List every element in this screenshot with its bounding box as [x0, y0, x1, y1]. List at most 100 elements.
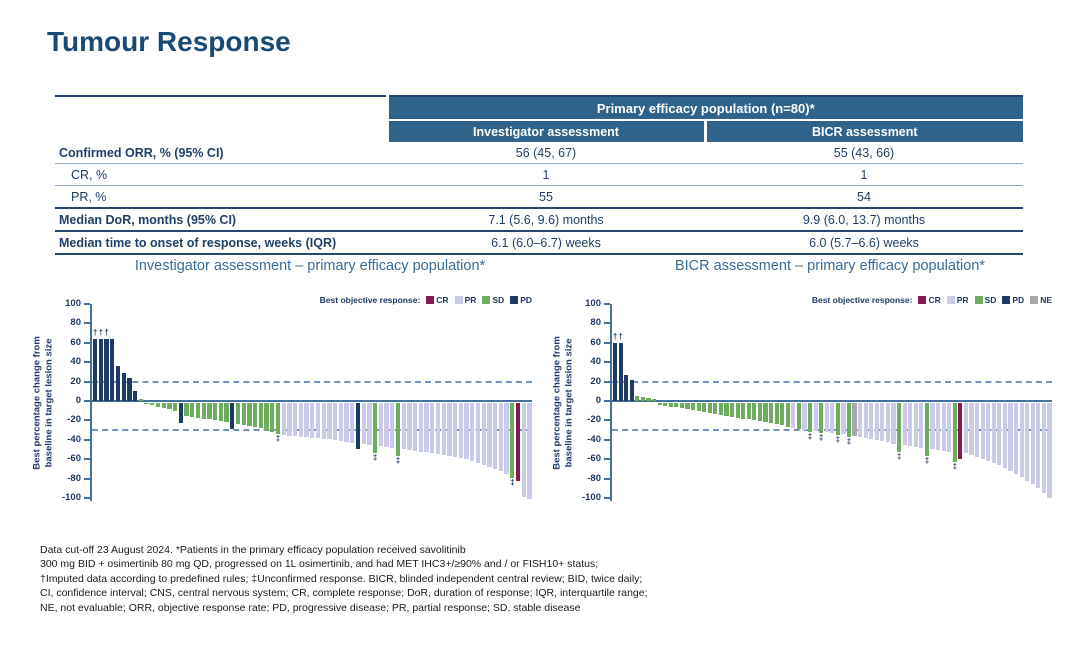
waterfall-bar-pr [458, 403, 464, 459]
waterfall-bar-pr [384, 403, 389, 447]
waterfall-chart-investigator: Investigator assessment – primary effica… [30, 258, 532, 502]
waterfall-bar-sd [707, 403, 712, 413]
waterfall-bar-sd [713, 403, 718, 414]
dagger-marker: † [98, 327, 104, 337]
waterfall-bar-sd [173, 403, 178, 411]
waterfall-bar-sd [757, 403, 762, 422]
waterfall-bar-pr [338, 403, 344, 441]
waterfall-bar-pr [991, 403, 996, 464]
waterfall-bar-pr [1008, 403, 1013, 471]
waterfall-bar-sd [696, 403, 701, 411]
waterfall-bar-pr [919, 403, 924, 448]
legend-swatch-sd [482, 296, 491, 304]
waterfall-bar-pr [464, 403, 469, 460]
y-tick-label: -40 [67, 433, 81, 445]
waterfall-bar-sd [241, 403, 246, 426]
waterfall-bar-pr [424, 403, 429, 453]
footnote-line: Data cut-off 23 August 2024. *Patients i… [40, 544, 466, 556]
y-tick-label: 80 [590, 317, 601, 329]
waterfall-bar-pd [178, 403, 184, 424]
y-tick-label: 80 [70, 317, 81, 329]
y-tick-label: -40 [587, 433, 601, 445]
footnote-line: 300 mg BID + osimertinib 80 mg QD, progr… [40, 558, 599, 571]
waterfall-bar-sd [247, 403, 252, 427]
waterfall-bar-pr [487, 403, 492, 468]
waterfall-bar-pr [1014, 403, 1019, 474]
dagger-marker: † [612, 331, 618, 341]
waterfall-bar-pd [93, 338, 98, 401]
waterfall-bar-pr [435, 403, 441, 455]
waterfall-bar-pr [1019, 403, 1024, 477]
double-dagger-marker: ‡ [807, 432, 813, 442]
y-tick-mark [84, 419, 90, 422]
waterfall-bar-sd [746, 403, 751, 420]
y-tick-mark [84, 438, 90, 441]
waterfall-bar-sd [702, 403, 707, 412]
legend-swatch-sd [974, 296, 983, 304]
waterfall-bar-sd [679, 403, 684, 408]
waterfall-bar-sd [668, 403, 673, 407]
waterfall-bar-sd [774, 403, 779, 425]
efficacy-table: Primary efficacy population (n=80)* Inve… [55, 95, 1024, 255]
cell-value: 6.0 (5.7–6.6) weeks [705, 231, 1024, 255]
y-tick-mark [604, 458, 610, 461]
y-tick-label: 40 [70, 356, 81, 368]
y-tick-mark [84, 477, 90, 480]
waterfall-bar-pr [498, 403, 504, 471]
waterfall-bar-sd [685, 403, 690, 409]
waterfall-bar-pr [986, 403, 991, 462]
waterfall-bar-sd [190, 403, 195, 417]
waterfall-bar-pr [413, 403, 418, 451]
zero-baseline [92, 400, 532, 402]
waterfall-bar-cr [515, 403, 521, 481]
y-tick-mark [604, 438, 610, 441]
waterfall-bar-sd [640, 397, 645, 401]
waterfall-bar-sd [724, 403, 729, 416]
row-label: Confirmed ORR, % (95% CI) [55, 142, 387, 164]
legend-swatch-cr [426, 296, 435, 304]
waterfall-bar-sd [819, 403, 824, 434]
waterfall-bar-pr [504, 403, 509, 474]
waterfall-bar-pr [858, 403, 863, 437]
table-corner-cell [55, 96, 387, 120]
legend-swatch-pr [946, 296, 955, 304]
cell-value: 1 [705, 163, 1024, 186]
waterfall-bar-pr [824, 403, 829, 433]
waterfall-bar-pr [913, 403, 918, 447]
waterfall-bar-pr [874, 403, 879, 440]
y-tick-mark [604, 477, 610, 480]
double-dagger-marker: ‡ [395, 456, 401, 466]
y-axis-label: Best percentage change from baseline in … [550, 304, 578, 501]
waterfall-bar-sd [510, 403, 515, 478]
row-label: Median time to onset of response, weeks … [55, 231, 387, 255]
y-tick-label: 40 [590, 356, 601, 368]
table-col-header-bicr: BICR assessment [703, 120, 1024, 142]
y-tick-label: -20 [67, 414, 81, 426]
waterfall-bar-pr [930, 403, 935, 449]
y-axis-label-line: Best percentage change from [31, 335, 43, 470]
footnotes: Data cut-off 23 August 2024. *Patients i… [40, 543, 648, 615]
waterfall-bar-pd [624, 374, 629, 401]
footnote-line: NE, not evaluable; ORR, objective respon… [40, 601, 581, 614]
dagger-marker: † [92, 327, 98, 337]
waterfall-bar-pr [298, 403, 304, 437]
double-dagger-marker: ‡ [275, 434, 281, 444]
waterfall-bar-pr [453, 403, 458, 458]
waterfall-bar-pr [361, 403, 366, 444]
legend-swatch-ne [1030, 296, 1039, 304]
waterfall-bar-pr [281, 403, 286, 435]
table-row-confirmed-orr: Confirmed ORR, % (95% CI) 56 (45, 67) 55… [55, 142, 1024, 164]
waterfall-bar-sd [729, 403, 735, 417]
waterfall-bar-sd [768, 403, 774, 424]
y-axis: 100 80 60 40 20 0 -20 -40 -60 -80 -100 [578, 299, 610, 502]
waterfall-bar-pr [791, 403, 796, 429]
legend: Best objective response: CR PR SD PD NE [812, 295, 1052, 305]
table-group-header: Primary efficacy population (n=80)* [385, 96, 1024, 121]
waterfall-bar-pr [493, 403, 498, 469]
legend-swatch-pd [510, 296, 519, 304]
y-tick-label: -60 [587, 453, 601, 465]
waterfall-bar-sd [395, 403, 401, 457]
waterfall-bar-pr [293, 403, 298, 436]
legend-label: PR [956, 295, 969, 305]
